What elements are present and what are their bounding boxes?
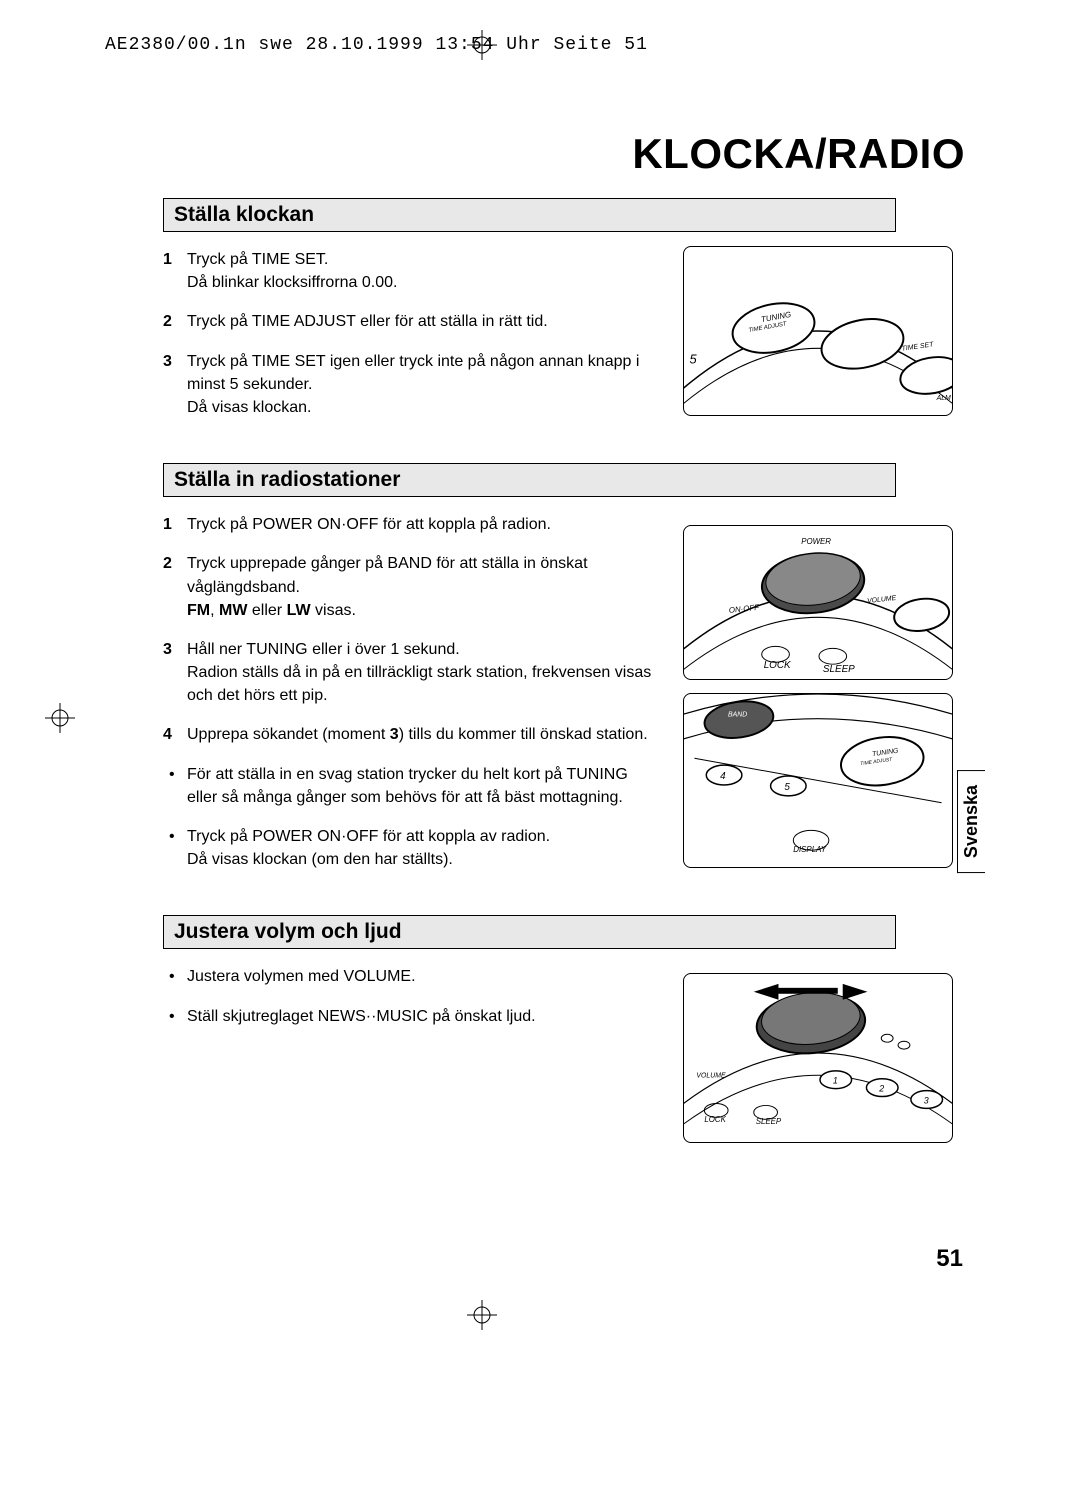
page-title: KLOCKA/RADIO (95, 130, 965, 178)
step-item: 3Håll ner TUNING eller i över 1 sekund. … (163, 638, 653, 708)
bullet-item: Ställ skjutreglaget NEWS··MUSIC på önska… (163, 1005, 653, 1028)
registration-mark-icon (45, 703, 75, 733)
step-item: 1Tryck på TIME SET. Då blinkar klocksiff… (163, 248, 653, 294)
label-band: BAND (728, 712, 747, 719)
illustration-clock: 5 TUNING TIME ADJUST TIME SET ALM (683, 246, 953, 416)
illustration-radio-power: POWER ON·OFF VOLUME LOCK SLEEP (683, 525, 953, 680)
label-2: 2 (878, 1084, 884, 1094)
label-3: 3 (924, 1096, 929, 1106)
illustration-volume: 1 2 3 VOLUME LOCK SLEEP (683, 973, 953, 1143)
illustration-radio-tuning: BAND 4 5 TUNING TIME ADJUST DISPLAY (683, 693, 953, 868)
section-heading-clock: Ställa klockan (163, 198, 896, 232)
registration-mark-icon (467, 1300, 497, 1330)
label-display: DISPLAY (793, 845, 826, 854)
page-number: 51 (936, 1245, 963, 1273)
bullet-item: Tryck på POWER ON·OFF för att koppla av … (163, 825, 653, 871)
label-volume2: VOLUME (696, 1073, 726, 1080)
label-alm: ALM (936, 395, 951, 402)
imprint-line: AE2380/00.1n swe 28.10.1999 13:54 Uhr Se… (105, 35, 648, 55)
step-item: 2Tryck upprepade gånger på BAND för att … (163, 552, 653, 622)
label-5b: 5 (784, 782, 790, 793)
bullet-item: Justera volymen med VOLUME. (163, 965, 653, 988)
language-tab: Svenska (957, 770, 985, 873)
label-onoff: ON·OFF (728, 603, 760, 615)
label-4: 4 (720, 771, 726, 782)
section-heading-volume: Justera volym och ljud (163, 915, 896, 949)
section-heading-radio: Ställa in radiostationer (163, 463, 896, 497)
step-item: 2Tryck på TIME ADJUST eller för att stäl… (163, 310, 653, 333)
label-1: 1 (833, 1076, 838, 1086)
label-lock2: LOCK (704, 1116, 726, 1125)
label-sleep: SLEEP (823, 664, 855, 675)
step-item: 3Tryck på TIME SET igen eller tryck inte… (163, 350, 653, 420)
label-volume: VOLUME (867, 595, 897, 605)
label-power: POWER (801, 537, 831, 546)
label-5: 5 (690, 352, 698, 367)
label-time-set: TIME SET (901, 341, 934, 352)
step-item: 4Upprepa sökandet (moment 3) tills du ko… (163, 723, 653, 746)
step-item: 1Tryck på POWER ON·OFF för att koppla på… (163, 513, 653, 536)
bullet-item: För att ställa in en svag station trycke… (163, 763, 653, 809)
